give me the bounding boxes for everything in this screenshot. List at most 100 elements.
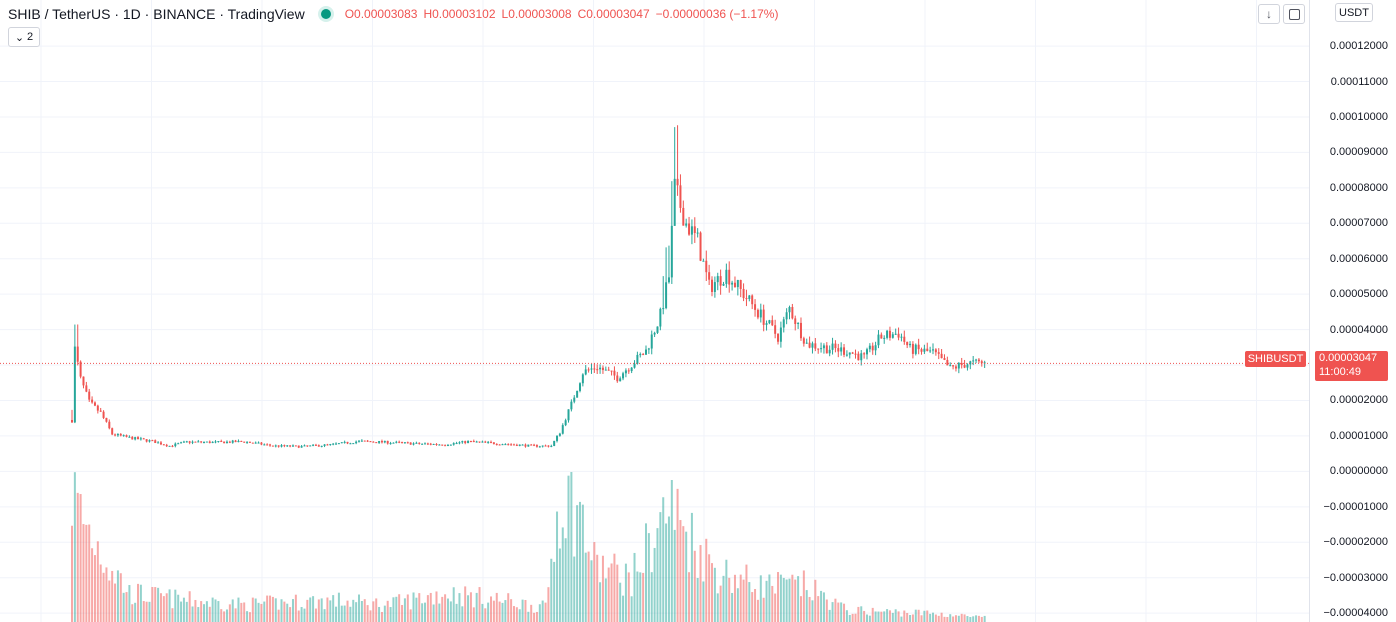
candle-body (581, 374, 584, 384)
candle-body (507, 444, 510, 446)
candle-body (291, 445, 294, 447)
volume-bar (326, 597, 329, 622)
candle-body (530, 444, 533, 446)
symbol-legend: SHIB / TetherUS · 1D · BINANCE · Trading… (8, 4, 778, 24)
volume-bar (363, 599, 366, 622)
candle-body (564, 420, 567, 426)
candle-body (934, 349, 937, 353)
volume-bar (745, 564, 748, 622)
candle-body (774, 325, 777, 334)
volume-bar (360, 601, 363, 622)
volume-bar (665, 523, 668, 622)
volume-bar (607, 567, 610, 622)
volume-bar (177, 594, 180, 622)
volume-bar (346, 600, 349, 622)
candle-body (728, 269, 731, 285)
volume-bar (656, 528, 659, 622)
volume-bar (544, 602, 547, 622)
volume-bar (711, 563, 714, 622)
candle-body (159, 442, 162, 445)
indicator-count: 2 (27, 31, 34, 43)
price-axis-tick: −0.00004000 (1323, 607, 1388, 620)
candle-body (556, 435, 559, 441)
volume-bar (369, 610, 372, 622)
volume-bar (383, 605, 386, 622)
candle-body (624, 370, 627, 374)
price-axis-tick: −0.00002000 (1323, 536, 1388, 549)
candle-body (906, 341, 909, 346)
price-axis-tick: 0.00009000 (1329, 146, 1388, 159)
candle-body (274, 445, 277, 447)
volume-bar (469, 592, 472, 622)
candle-body (444, 445, 447, 447)
fullscreen-button[interactable] (1283, 4, 1305, 24)
volume-bar (682, 526, 685, 622)
volume-bar (909, 614, 912, 622)
volume-bar (507, 593, 510, 622)
candle-body (441, 444, 444, 446)
volume-bar (458, 593, 461, 622)
candle-body (271, 445, 274, 447)
candle-body (593, 368, 596, 370)
volume-bar (725, 559, 728, 622)
volume-bar (289, 607, 292, 622)
chevron-down-icon: ⌄ (14, 31, 25, 44)
candle-body (926, 348, 929, 352)
candle-body (622, 373, 625, 379)
volume-bar (82, 524, 85, 622)
volume-bar (415, 597, 418, 622)
volume-bar (733, 574, 736, 622)
candle-body (911, 343, 914, 354)
volume-bar (191, 606, 194, 622)
candle-body (180, 442, 183, 444)
candle-body (464, 441, 467, 444)
currency-selector[interactable]: USDT (1335, 3, 1373, 22)
download-arrow-button[interactable]: ↓ (1258, 4, 1280, 24)
candle-body (871, 345, 874, 351)
market-status-icon[interactable] (320, 9, 331, 19)
candle-body (501, 444, 504, 446)
candle-body (360, 440, 363, 442)
candle-body (972, 360, 975, 362)
volume-bar (817, 596, 820, 622)
volume-bar (372, 601, 375, 622)
volume-bar (329, 600, 332, 622)
candle-body (662, 308, 665, 310)
candle-body (326, 444, 329, 446)
candle-body (570, 401, 573, 410)
volume-bar (248, 612, 251, 622)
volume-bar (194, 599, 197, 622)
candle-body (389, 443, 392, 445)
candle-body (745, 298, 748, 300)
volume-bar (93, 555, 96, 622)
volume-bar (943, 616, 946, 622)
candle-body (111, 428, 114, 435)
volume-bar (679, 520, 682, 622)
candle-body (946, 359, 949, 366)
candle-body (914, 344, 917, 354)
volume-bar (406, 594, 409, 622)
candle-body (903, 336, 906, 342)
candle-body (88, 391, 91, 400)
volume-bar (584, 552, 587, 622)
volume-bar (521, 599, 524, 622)
candle-body (547, 445, 550, 447)
candle-body (731, 282, 734, 285)
candle-body (263, 444, 266, 446)
candle-body (446, 445, 449, 447)
volume-bar (378, 606, 381, 622)
volume-bar (418, 593, 421, 622)
candle-body (200, 441, 203, 443)
candle-body (865, 349, 868, 355)
volume-bar (464, 586, 467, 622)
symbol-title[interactable]: SHIB / TetherUS · 1D · BINANCE · Trading… (8, 6, 305, 22)
volume-bar (690, 512, 693, 622)
price-axis-tick: 0.00002000 (1329, 394, 1388, 407)
volume-bar (280, 599, 283, 622)
indicators-collapse-button[interactable]: ⌄ 2 (8, 27, 40, 47)
volume-bar (888, 610, 891, 622)
volume-bar (834, 598, 837, 622)
volume-bar (719, 585, 722, 622)
candle-body (114, 434, 117, 436)
